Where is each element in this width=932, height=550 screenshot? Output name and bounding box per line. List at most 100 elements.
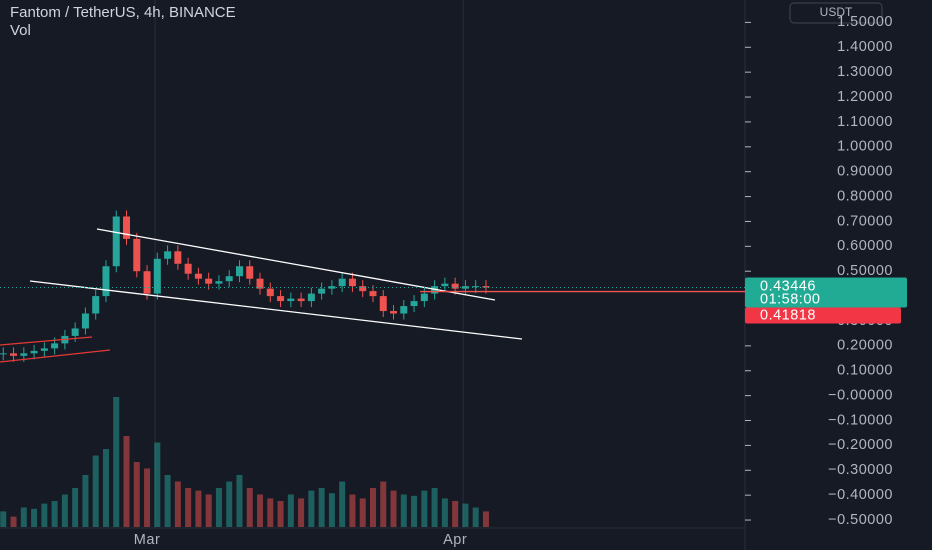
candle-body [235,266,243,277]
volume-bar [308,490,315,527]
candle-body [184,263,192,274]
volume-bar [359,498,366,527]
candle-body [246,266,254,279]
volume-bar [174,481,181,527]
candle-body [205,278,213,284]
candle-body [225,276,233,282]
volume-bar [236,475,243,527]
volume-bar [82,475,89,527]
volume-bar [400,494,407,527]
candle-body [194,273,202,279]
y-tick-label: 1.20000 [837,89,893,105]
volume-bar [339,481,346,527]
candle-body [164,251,172,259]
candle-body [40,348,48,351]
last-price-label: 0.43446 [760,278,816,294]
volume-bar [10,516,17,527]
volume-bar [246,488,253,527]
volume-bar [380,481,387,527]
volume-bar [113,397,120,527]
candle-body [143,271,151,294]
volume-bar [41,503,48,527]
candle-body [338,278,346,287]
candle-body [51,343,59,349]
volume-bar [61,494,68,527]
volume-bar [154,442,161,527]
trendline-upper [96,228,496,301]
volume-bar [31,508,38,527]
candle-body [71,328,79,336]
volume-bar [328,493,335,527]
candle-body [0,353,7,355]
candle-body [307,293,315,302]
x-tick-label: Mar [134,532,160,548]
volume-bar [205,494,212,527]
volume-bar [123,436,130,527]
volume-bar [349,494,356,527]
volume-bar [390,490,397,527]
candle-body [20,353,28,356]
trendline-lower [29,280,523,340]
currency-label[interactable]: USDT [820,5,853,19]
candle-body [390,311,398,314]
candle-body [112,216,120,267]
candle-body [215,281,223,284]
y-tick-label: 0.10000 [837,363,893,379]
y-tick-label: 1.10000 [837,114,893,130]
x-tick-label: Apr [443,532,467,548]
volume-bar [226,481,233,527]
candle-body [153,258,161,294]
candle-body [369,291,377,297]
volume-bar [195,490,202,527]
previous-close-box [745,307,901,324]
candle-body [379,296,387,312]
chart-title: Fantom / TetherUS, 4h, BINANCE [10,4,236,21]
candle-body [256,278,264,289]
candle-body [123,216,131,239]
volume-bar [298,498,305,527]
y-tick-label: −0.20000 [828,437,893,453]
candle-body [92,296,100,314]
candle-body [328,286,336,289]
candle-body [297,298,305,302]
currency-button[interactable] [789,2,883,24]
volume-bar [144,468,151,527]
volume-bar [431,488,438,527]
candle-body [359,286,367,292]
volume-bar [318,488,325,527]
volume-bar [102,449,109,527]
y-tick-label: 1.50000 [837,14,893,30]
volume-bar [441,498,448,527]
candle-body [410,301,418,307]
y-tick-label: −0.30000 [828,462,893,478]
candle-body [441,283,449,287]
marks [0,0,490,528]
volume-bar [472,507,479,527]
trendline-red-lower [0,349,111,363]
volume-bar [133,462,140,527]
volume-bar [20,507,27,527]
volume-bar [287,494,294,527]
volume-bar [369,488,376,527]
volume-bar [452,501,459,527]
y-tick-label: 0.60000 [837,238,893,254]
y-tick-label: 0.50000 [837,263,893,279]
candle-body [461,286,469,289]
volume-bar [421,490,428,527]
y-tick-label: 1.40000 [837,39,893,55]
candle-body [318,288,326,294]
volume-bar [51,501,58,527]
candle-body [287,298,295,302]
y-tick-label: −0.10000 [828,412,893,428]
volume-bar [462,503,469,527]
candle-body [451,283,459,289]
candle-body [348,278,356,287]
candle-body [102,266,110,297]
candle-body [482,286,490,288]
volume-bar [72,488,79,527]
trendline-red-upper [0,336,93,346]
candle-body [10,353,18,356]
y-tick-label: −0.50000 [828,512,893,528]
